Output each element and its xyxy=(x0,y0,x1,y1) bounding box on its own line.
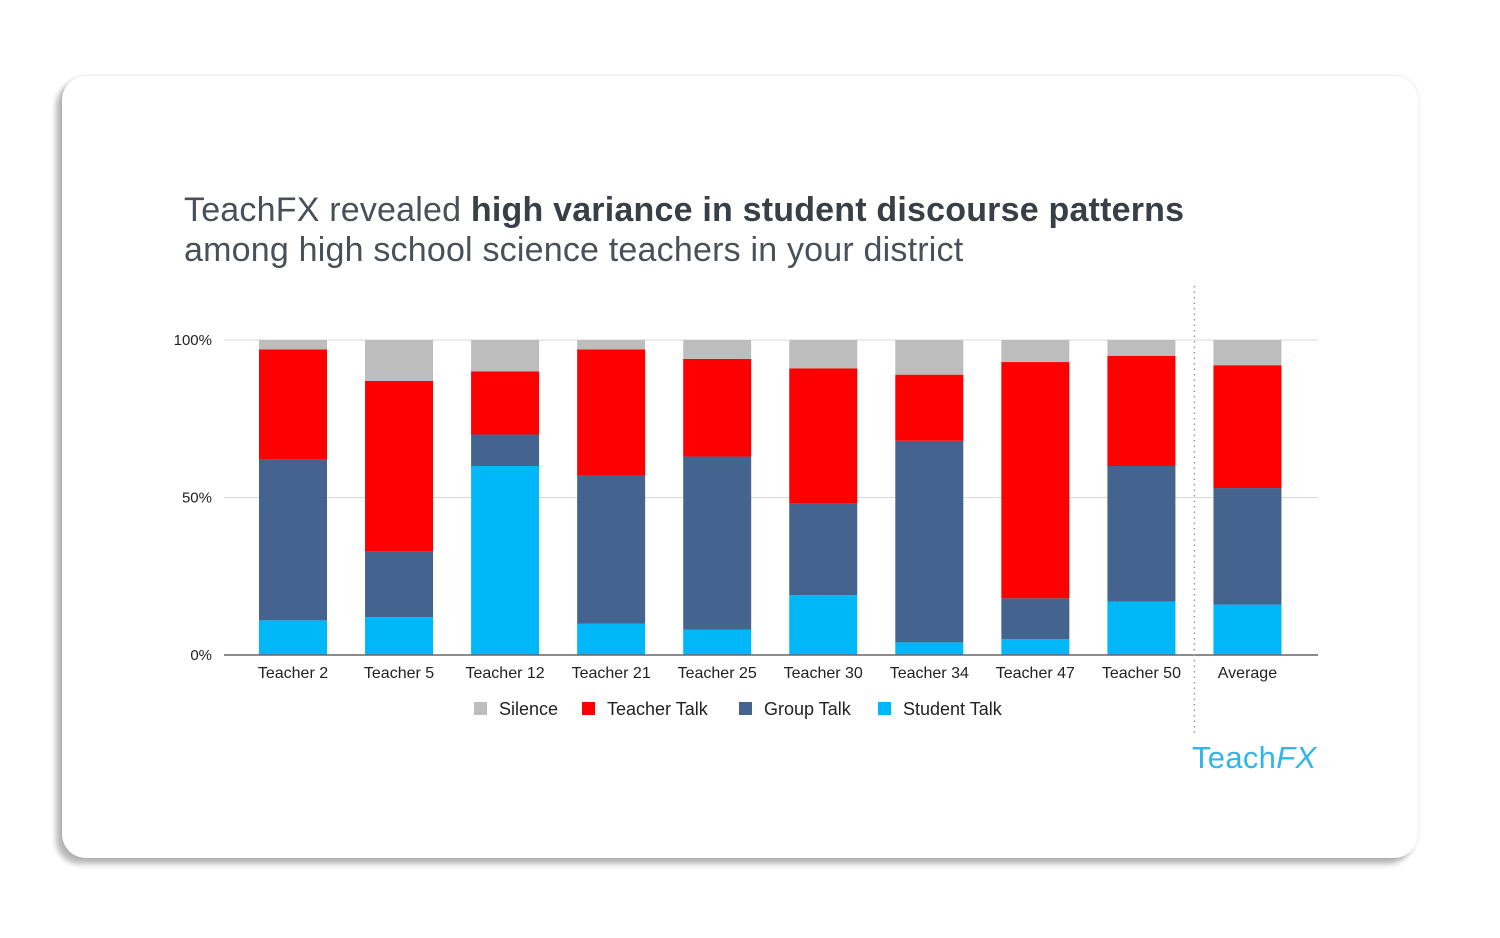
legend-swatch-silence xyxy=(474,702,487,715)
bar-segment-group-talk xyxy=(895,440,964,643)
bar-segment-teacher-talk xyxy=(1213,365,1282,489)
bar-segment-student-talk xyxy=(1213,604,1282,655)
logo-fx: FX xyxy=(1276,740,1317,775)
bar-segment-silence xyxy=(1107,340,1176,356)
y-tick-label: 0% xyxy=(190,647,212,664)
bar-segment-silence xyxy=(1213,340,1282,366)
y-tick-label: 100% xyxy=(174,332,212,349)
bar-segment-teacher-talk xyxy=(577,349,646,476)
teachfx-logo: TeachFX xyxy=(1192,740,1316,776)
legend-label: Student Talk xyxy=(903,699,1003,719)
bar-segment-student-talk xyxy=(365,617,434,655)
bar-segment-teacher-talk xyxy=(1001,362,1070,599)
logo-teach: Teach xyxy=(1192,740,1277,775)
x-tick-label: Teacher 12 xyxy=(466,665,545,682)
bar-segment-group-talk xyxy=(365,551,434,618)
legend-swatch-group-talk xyxy=(739,702,752,715)
bar-segment-group-talk xyxy=(471,434,540,466)
bar-segment-silence xyxy=(683,340,752,359)
bar-segment-silence xyxy=(259,340,327,350)
bar-segment-group-talk xyxy=(1001,598,1070,640)
bar-segment-student-talk xyxy=(789,595,858,655)
title-part1: TeachFX revealed xyxy=(184,191,471,229)
x-tick-label: Teacher 21 xyxy=(572,665,651,682)
x-tick-label: Teacher 34 xyxy=(890,665,969,682)
bar-segment-silence xyxy=(577,340,646,350)
bar-segment-silence xyxy=(365,340,434,381)
bar-segment-group-talk xyxy=(577,475,646,624)
title-line2: among high school science teachers in yo… xyxy=(184,231,964,269)
bar-segment-group-talk xyxy=(259,459,327,621)
bar-segment-student-talk xyxy=(895,642,964,655)
legend-label: Teacher Talk xyxy=(607,699,709,719)
x-tick-label: Average xyxy=(1218,665,1277,682)
x-tick-label: Teacher 2 xyxy=(258,665,328,682)
legend-swatch-teacher-talk xyxy=(582,702,595,715)
bar-segment-silence xyxy=(789,340,858,369)
x-tick-label: Teacher 50 xyxy=(1102,665,1181,682)
bar-segment-teacher-talk xyxy=(259,349,327,460)
x-tick-label: Teacher 30 xyxy=(784,665,863,682)
bar-segment-silence xyxy=(471,340,540,372)
bar-segment-teacher-talk xyxy=(789,368,858,504)
bar-segment-group-talk xyxy=(683,456,752,630)
bar-segment-student-talk xyxy=(259,620,327,655)
bar-segment-group-talk xyxy=(789,503,858,596)
bar-segment-silence xyxy=(895,340,964,375)
bar-segment-teacher-talk xyxy=(471,371,540,435)
bar-segment-student-talk xyxy=(577,623,646,655)
legend-label: Group Talk xyxy=(764,699,852,719)
chart-title: TeachFX revealed high variance in studen… xyxy=(184,190,1184,270)
bar-segment-student-talk xyxy=(1001,639,1070,655)
bar-segment-student-talk xyxy=(471,466,540,655)
bar-segment-student-talk xyxy=(1107,601,1176,655)
x-tick-label: Teacher 47 xyxy=(996,665,1075,682)
x-tick-label: Teacher 25 xyxy=(678,665,757,682)
bar-segment-silence xyxy=(1001,340,1070,363)
bar-segment-teacher-talk xyxy=(1107,355,1176,466)
bar-segment-teacher-talk xyxy=(895,374,964,441)
bar-segment-group-talk xyxy=(1213,488,1282,605)
bar-segment-teacher-talk xyxy=(683,358,752,457)
y-tick-label: 50% xyxy=(182,490,212,507)
x-tick-label: Teacher 5 xyxy=(364,665,434,682)
bar-segment-teacher-talk xyxy=(365,380,434,552)
bar-segment-group-talk xyxy=(1107,466,1176,602)
bar-segment-student-talk xyxy=(683,629,752,655)
legend-swatch-student-talk xyxy=(878,702,891,715)
legend-label: Silence xyxy=(499,699,558,719)
title-emphasis: high variance in student discourse patte… xyxy=(470,191,1185,229)
